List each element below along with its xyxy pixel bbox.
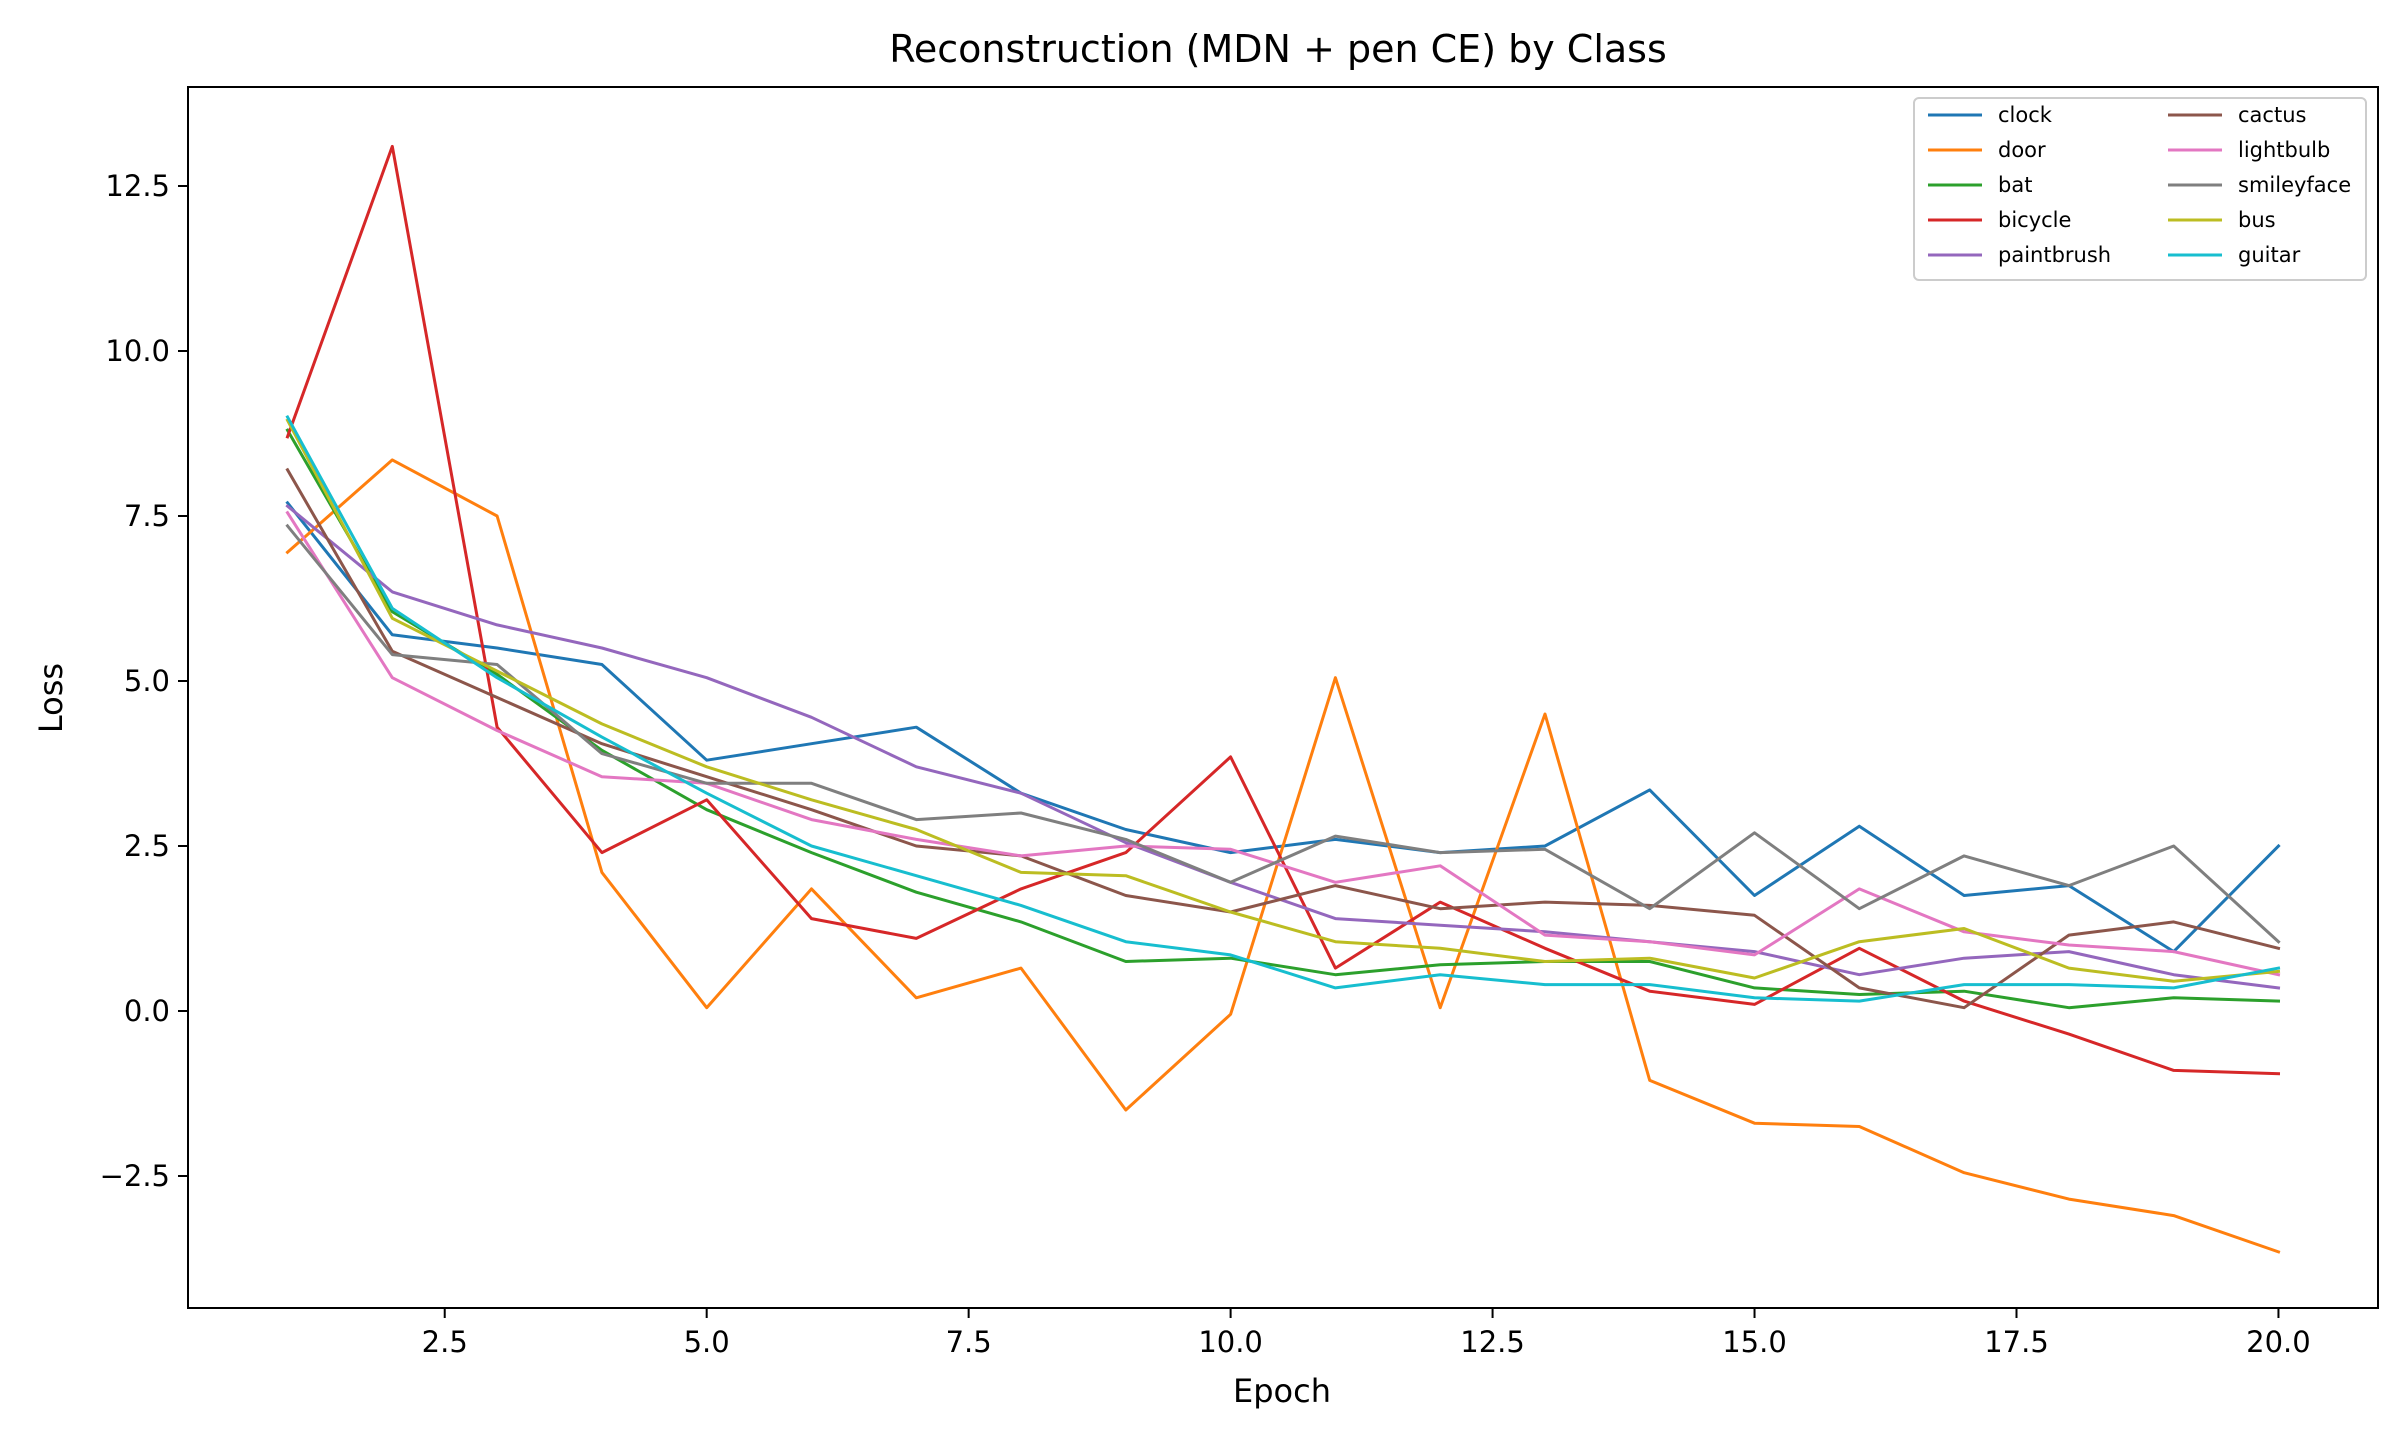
series-line-bicycle — [285, 144, 2281, 1076]
x-tick-label: 10.0 — [1198, 1325, 1263, 1359]
series-line-paintbrush — [285, 503, 2281, 990]
legend-label-bat: bat — [1998, 173, 2032, 197]
legend: clock door bat bicycle paintbrush cactus light… — [1913, 97, 2367, 281]
x-axis-label: Epoch — [1233, 1372, 1331, 1410]
legend-label-cactus: cactus — [2238, 103, 2306, 127]
legend-label-guitar: guitar — [2238, 243, 2301, 267]
y-tick-label: 10.0 — [105, 334, 170, 368]
legend-label-smileyface: smileyface — [2238, 173, 2351, 197]
series-lines — [285, 144, 2281, 1254]
axis-ticks: 2.5 5.0 7.5 10.0 12.5 15.0 17.5 20.0 −2.5 0.0 2.5 5… — [100, 169, 2311, 1359]
series-line-door — [285, 458, 2281, 1254]
y-tick-label: 12.5 — [105, 169, 170, 203]
y-axis-label: Loss — [32, 663, 70, 733]
x-tick-label: 17.5 — [1984, 1325, 2049, 1359]
series-line-guitar — [285, 414, 2281, 1003]
legend-label-lightbulb: lightbulb — [2238, 138, 2330, 162]
legend-frame — [1913, 97, 2367, 281]
chart-title: Reconstruction (MDN + pen CE) by Class — [889, 27, 1667, 71]
y-tick-label: 2.5 — [124, 829, 170, 863]
legend-label-bus: bus — [2238, 208, 2276, 232]
x-tick-label: 20.0 — [2246, 1325, 2311, 1359]
x-tick-label: 12.5 — [1460, 1325, 1525, 1359]
x-tick-label: 15.0 — [1722, 1325, 1787, 1359]
x-tick-label: 2.5 — [422, 1325, 468, 1359]
series-line-lightbulb — [285, 510, 2281, 977]
x-tick-label: 5.0 — [684, 1325, 730, 1359]
y-tick-label: 7.5 — [124, 499, 170, 533]
y-tick-label: 0.0 — [124, 994, 170, 1028]
series-line-cactus — [285, 467, 2281, 1010]
legend-label-door: door — [1998, 138, 2046, 162]
x-tick-label: 7.5 — [946, 1325, 992, 1359]
y-tick-label: 5.0 — [124, 664, 170, 698]
legend-label-bicycle: bicycle — [1998, 208, 2071, 232]
plot-area-frame — [187, 86, 2379, 1309]
legend-label-paintbrush: paintbrush — [1998, 243, 2111, 267]
series-line-bus — [285, 418, 2281, 983]
series-line-smileyface — [285, 523, 2281, 944]
legend-label-clock: clock — [1998, 103, 2053, 127]
y-tick-label: −2.5 — [100, 1159, 170, 1193]
